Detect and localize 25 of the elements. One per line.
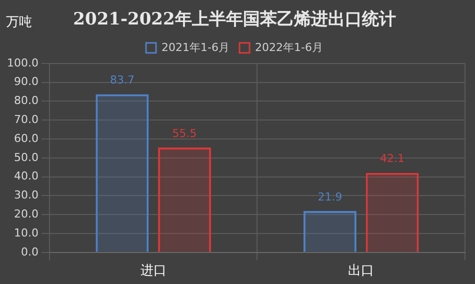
data-label: 42.1 — [380, 152, 405, 166]
y-tick-label: 60.0 — [14, 132, 38, 145]
y-tick-label: 40.0 — [14, 170, 38, 183]
x-tick-label: 进口 — [140, 264, 166, 279]
y-tick-label: 20.0 — [14, 207, 38, 220]
data-label: 21.9 — [318, 190, 342, 204]
y-tick-label: 50.0 — [14, 150, 38, 164]
bar — [96, 94, 149, 252]
y-tick-label: 10.0 — [14, 226, 38, 240]
y-tick-label: 30.0 — [14, 188, 38, 202]
x-tick-label: 出口 — [348, 264, 374, 279]
y-tick-label: 70.0 — [14, 112, 38, 126]
data-label: 83.7 — [110, 74, 134, 87]
data-label: 55.5 — [172, 126, 197, 140]
y-axis-title: 万吨 — [6, 14, 32, 30]
bar — [158, 148, 212, 252]
chart-title: 2021-2022年上半年国苯乙烯进出口统计 — [73, 10, 396, 30]
y-tick-label: 80.0 — [14, 94, 38, 108]
legend-label: 2021年1-6月 — [162, 40, 230, 54]
bar — [366, 172, 419, 252]
legend-label: 2022年1-6月 — [255, 40, 323, 54]
y-tick-label: 100.0 — [6, 56, 38, 70]
y-tick-label: 0.0 — [20, 245, 38, 258]
bar — [303, 211, 356, 252]
y-tick-label: 90.0 — [14, 75, 38, 88]
